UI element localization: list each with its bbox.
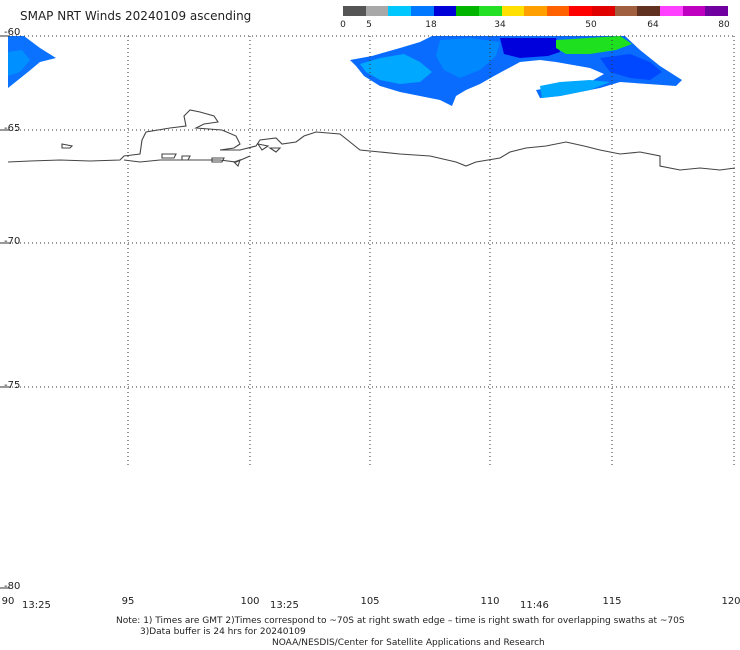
colorbar-segment (410, 6, 434, 16)
lon-label-115: 115 (602, 596, 622, 607)
swath-time-label: 13:25 (270, 600, 299, 611)
lat-label-80: -80 (4, 581, 21, 592)
colorbar-tick-64: 64 (647, 20, 659, 30)
note-line-3: NOAA/NESDIS/Center for Satellite Applica… (272, 638, 545, 648)
lon-label-110: 110 (480, 596, 500, 607)
note-line-1: Note: 1) Times are GMT 2)Times correspon… (116, 616, 685, 626)
wind-swath-left (8, 36, 56, 88)
colorbar-tick-5: 5 (366, 20, 372, 30)
lon-label-95: 95 (121, 596, 135, 607)
wind-swath-right (350, 36, 682, 106)
colorbar-segment (546, 6, 570, 16)
colorbar-segment (637, 6, 661, 16)
colorbar-segment (478, 6, 502, 16)
colorbar-tick-0: 0 (340, 20, 346, 30)
lat-label-65: -65 (4, 123, 21, 134)
colorbar-segment (343, 6, 366, 16)
colorbar-segment (501, 6, 525, 16)
colorbar-tick-34: 34 (494, 20, 506, 30)
lat-label-75: -75 (4, 380, 21, 391)
colorbar-segment (569, 6, 593, 16)
swath-time-label: 11:46 (520, 600, 549, 611)
lon-label-120: 120 (721, 596, 740, 607)
colorbar-segment (365, 6, 389, 16)
lon-label-100: 100 (240, 596, 260, 607)
axis-ticks (0, 35, 10, 589)
colorbar-segment (682, 6, 706, 16)
coastline (7, 109, 736, 171)
colorbar-segment (614, 6, 638, 16)
colorbar-segment (433, 6, 457, 16)
colorbar-segment (456, 6, 480, 16)
swath-time-label: 13:25 (22, 600, 51, 611)
map-title: SMAP NRT Winds 20240109 ascending (20, 9, 252, 23)
colorbar-segment (388, 6, 412, 16)
colorbar-tick-50: 50 (585, 20, 597, 30)
note-line-2: 3)Data buffer is 24 hrs for 20240109 (140, 627, 306, 637)
colorbar-segment (705, 6, 729, 16)
colorbar-segment (660, 6, 684, 16)
colorbar-segment (592, 6, 616, 16)
lat-label-60: -60 (4, 27, 21, 38)
lon-label-105: 105 (360, 596, 380, 607)
colorbar-segment (524, 6, 548, 16)
colorbar-tick-18: 18 (425, 20, 437, 30)
lat-label-70: -70 (4, 236, 21, 247)
colorbar-tick-80: 80 (718, 20, 730, 30)
lon-label-90: 90 (1, 596, 15, 607)
graticule (8, 35, 735, 465)
